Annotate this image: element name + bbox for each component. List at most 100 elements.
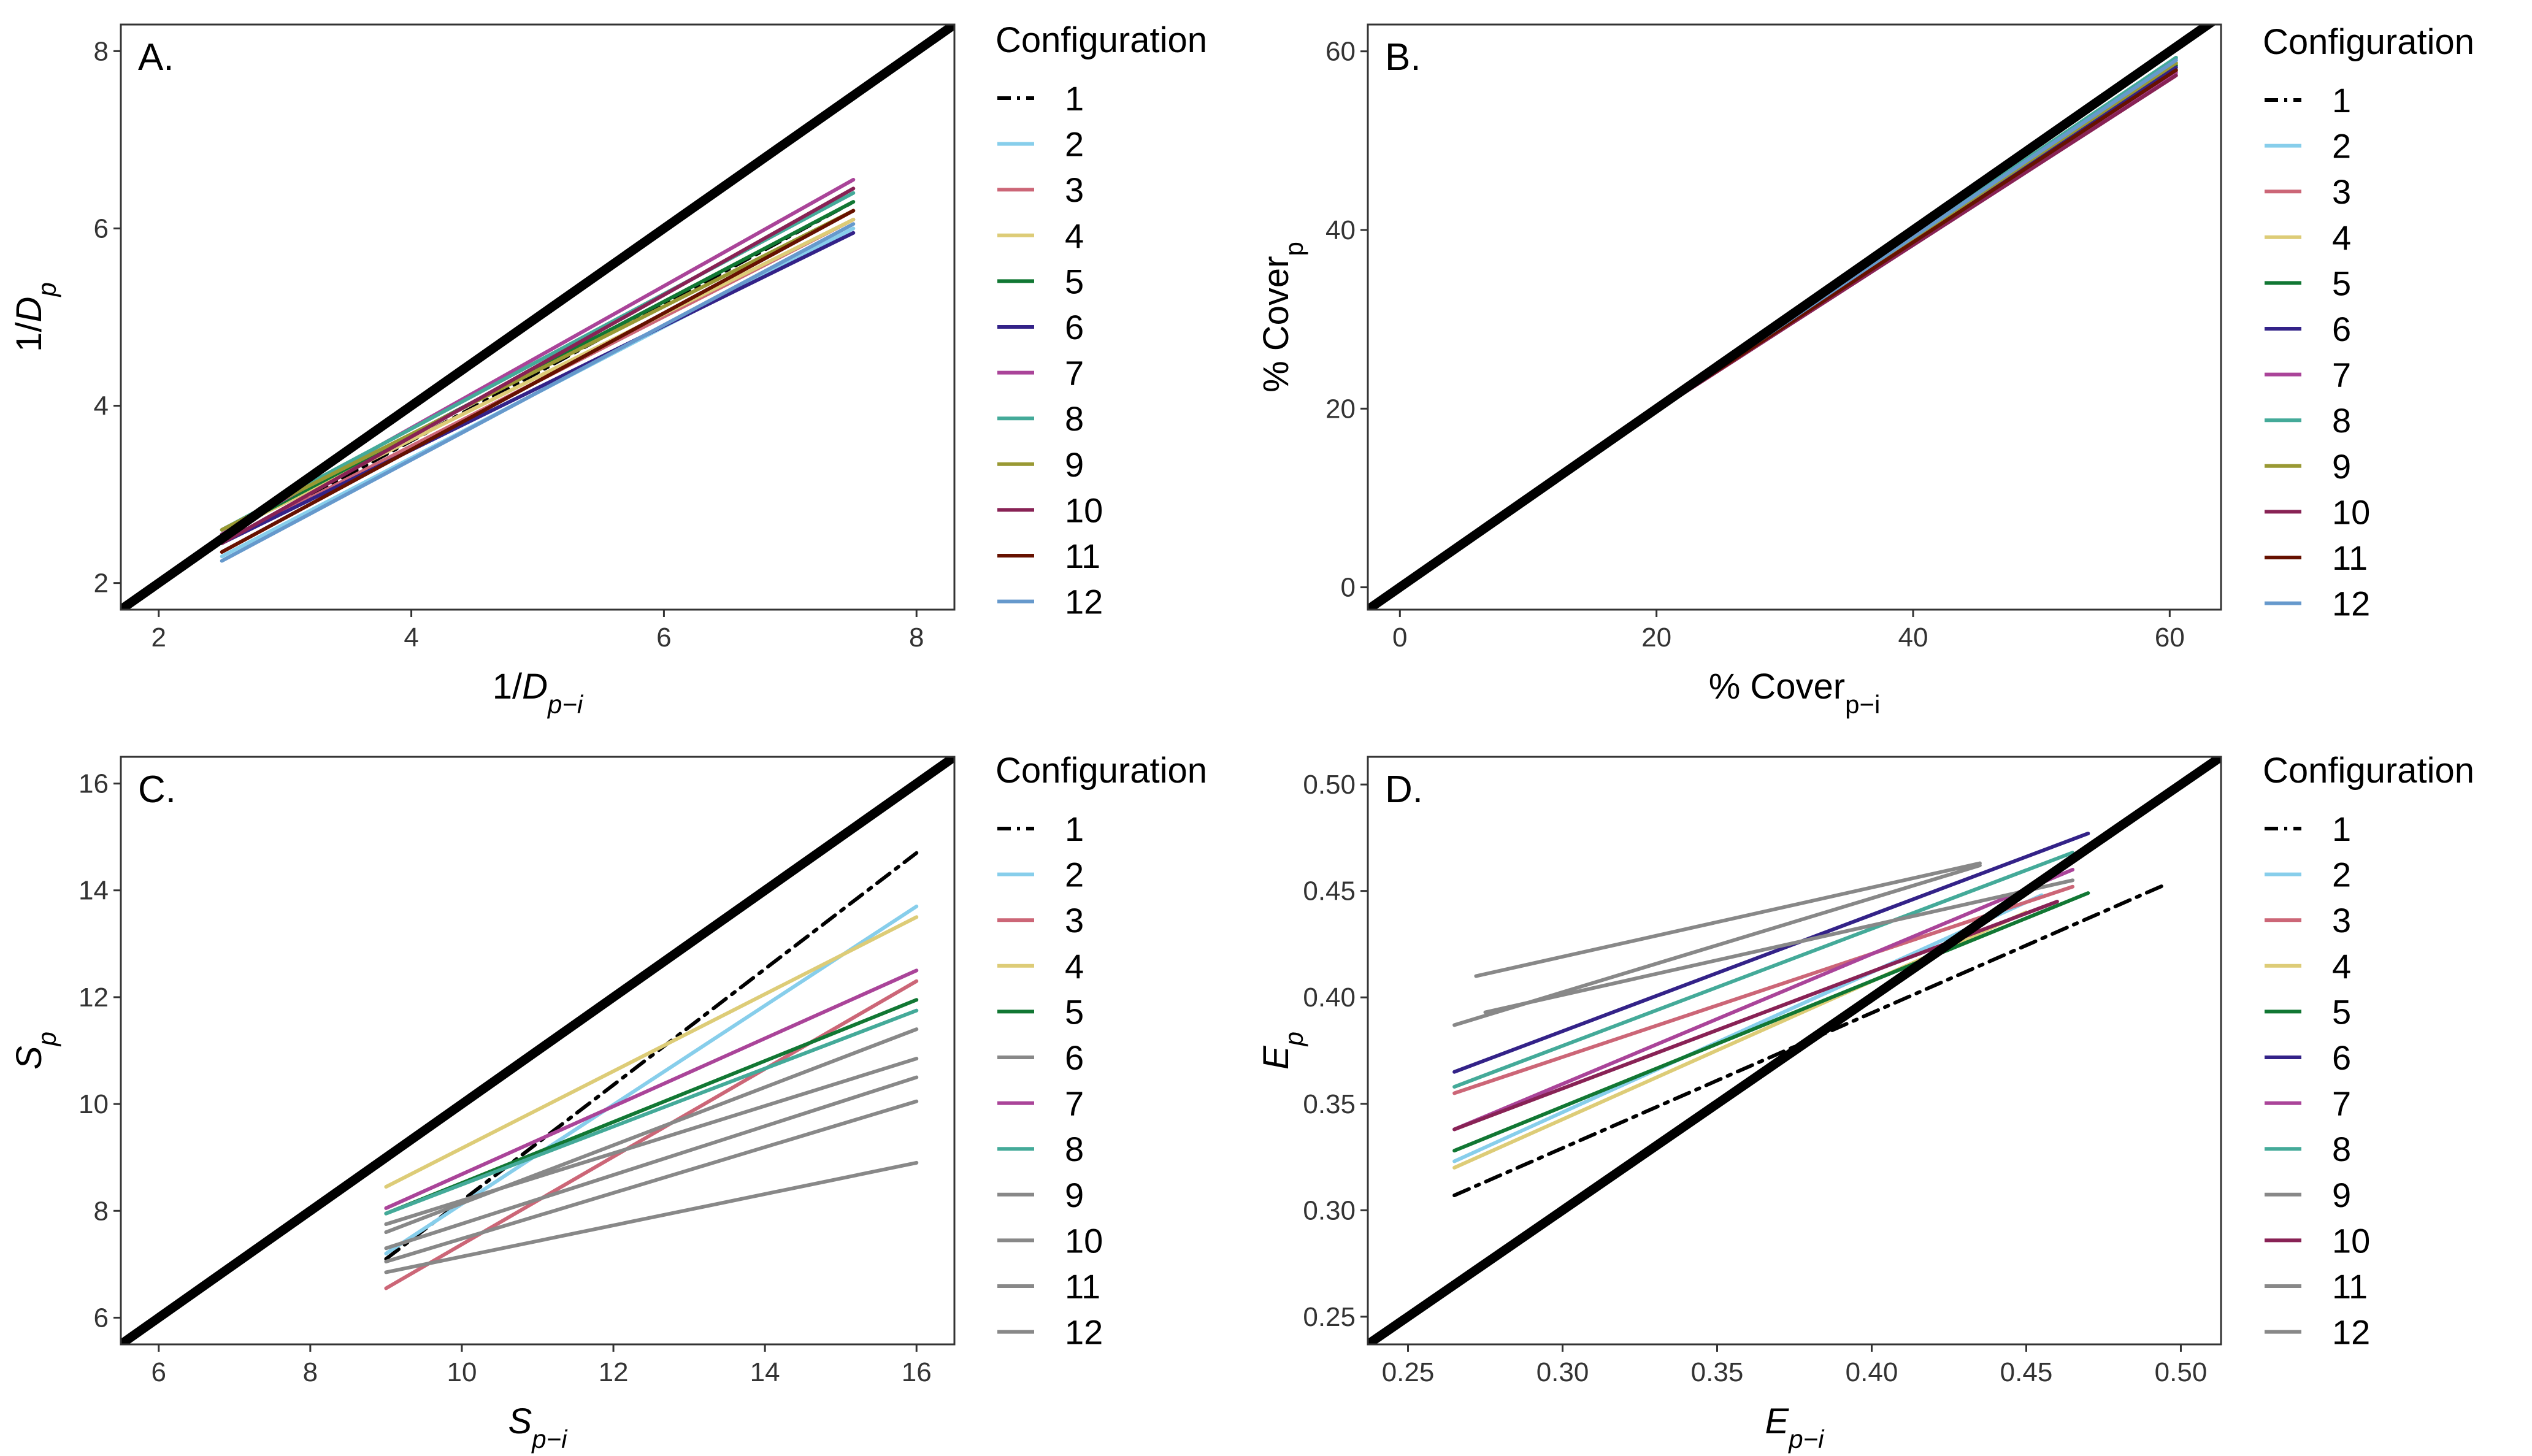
x-tick-label: 0.50	[2155, 1357, 2208, 1387]
y-tick-label: 14	[79, 876, 109, 906]
series-line-5	[220, 200, 856, 537]
x-tick-label: 2	[152, 623, 166, 653]
legend-label-3: 3	[1065, 171, 1084, 209]
legend-label-8: 8	[1065, 399, 1084, 438]
legend-label-2: 2	[2332, 127, 2351, 166]
panel-label: C.	[138, 768, 176, 811]
y-tick-label: 60	[1325, 37, 1356, 67]
x-axis-title: % Coverp−i	[1709, 667, 1881, 719]
legend-label-5: 5	[1065, 262, 1084, 301]
y-axis-title: 1/Dp	[9, 282, 61, 352]
x-axis-title: Ep−i	[1765, 1401, 1825, 1454]
x-axis-title: 1/Dp−i	[493, 667, 584, 719]
legend-label-11: 11	[2332, 1267, 2368, 1306]
panel-border	[1367, 23, 2222, 611]
reference-1to1-line	[121, 25, 954, 610]
x-tick-label: 0	[1392, 623, 1407, 653]
legend-label-7: 7	[2332, 1084, 2351, 1123]
y-tick-label: 0.40	[1303, 983, 1356, 1013]
legend-label-10: 10	[1065, 491, 1103, 529]
y-tick-label: 6	[94, 213, 109, 243]
y-tick-label: 16	[79, 769, 109, 799]
y-axis-title: Sp	[9, 1032, 61, 1070]
x-tick-label: 10	[447, 1357, 477, 1387]
x-tick-label: 0.45	[2000, 1357, 2053, 1387]
y-tick-label: 2	[94, 569, 109, 599]
legend-label-12: 12	[2332, 584, 2370, 623]
legend-label-2: 2	[1065, 125, 1084, 164]
plot-lines	[1368, 25, 2217, 610]
legend-label-7: 7	[1065, 354, 1084, 393]
y-tick-label: 40	[1325, 215, 1356, 245]
legend-label-1: 1	[2332, 810, 2351, 848]
series-line-12	[220, 222, 856, 563]
y-tick-label: 0	[1341, 573, 1356, 603]
series-line-11	[384, 1075, 919, 1251]
reference-1to1-line	[121, 757, 954, 1344]
y-tick-label: 0.25	[1303, 1302, 1356, 1332]
series-line-12	[1483, 878, 2075, 1014]
x-tick-label: 6	[656, 623, 671, 653]
legend-label-5: 5	[2332, 992, 2351, 1031]
legend-label-11: 11	[1065, 537, 1100, 575]
panel-border	[120, 23, 956, 611]
legend-label-10: 10	[2332, 492, 2370, 531]
y-tick-label: 0.45	[1303, 876, 1356, 906]
x-tick-label: 0.35	[1691, 1357, 1744, 1387]
x-tick-label: 60	[2155, 623, 2185, 653]
x-tick-label: 14	[750, 1357, 780, 1387]
y-axis-title: % Coverp	[1256, 242, 1308, 393]
legend-label-3: 3	[1065, 901, 1084, 940]
legend-label-7: 7	[2332, 356, 2351, 394]
panel-B: 0 20 40 60 0 20 40 60 % Coverp−i % Coverp B. Config…	[1256, 22, 2474, 719]
y-tick-label: 12	[79, 983, 109, 1013]
legend-label-4: 4	[1065, 216, 1084, 255]
series-line-10	[384, 1057, 919, 1227]
legend-label-3: 3	[2332, 901, 2351, 940]
series-line-6	[1452, 831, 2090, 1074]
series-line-4	[220, 218, 856, 537]
y-tick-label: 8	[94, 1196, 109, 1226]
series-line-6	[220, 231, 856, 545]
legend-label-6: 6	[2332, 310, 2351, 348]
x-tick-label: 20	[1641, 623, 1671, 653]
legend-label-4: 4	[2332, 947, 2351, 986]
legend-label-12: 12	[1065, 1313, 1103, 1352]
x-tick-label: 16	[902, 1357, 932, 1387]
series-line-9	[1474, 861, 1982, 978]
x-axis-title: Sp−i	[508, 1401, 569, 1454]
legend-label-9: 9	[2332, 447, 2351, 486]
series-line-2	[1452, 893, 2044, 1163]
plot-lines	[121, 25, 954, 610]
x-tick-label: 8	[303, 1357, 318, 1387]
legend-label-1: 1	[1065, 79, 1084, 118]
legend-label-5: 5	[1065, 992, 1084, 1031]
legend-label-2: 2	[2332, 856, 2351, 894]
plot-lines	[121, 757, 954, 1344]
legend-title: Configuration	[2263, 751, 2474, 791]
y-tick-label: 0.30	[1303, 1195, 1356, 1225]
panel-label: B.	[1385, 36, 1421, 79]
legend-label-1: 1	[1065, 810, 1084, 848]
legend-label-10: 10	[1065, 1221, 1103, 1260]
panel-label: A.	[138, 36, 174, 79]
legend-label-6: 6	[1065, 1038, 1084, 1077]
x-tick-label: 40	[1898, 623, 1928, 653]
series-line-11	[220, 209, 856, 554]
legend-label-9: 9	[2332, 1176, 2351, 1214]
series-line-5	[1452, 891, 2090, 1153]
panel-D: 0.25 0.30 0.35 0.40 0.45 0.50 0.25 0.30 0.35 0.40…	[1256, 751, 2474, 1454]
legend-label-7: 7	[1065, 1084, 1084, 1123]
legend-label-6: 6	[1065, 308, 1084, 347]
legend-title: Configuration	[996, 20, 1207, 60]
legend-label-6: 6	[2332, 1038, 2351, 1077]
plot-lines	[1368, 757, 2221, 1344]
y-tick-label: 0.50	[1303, 770, 1356, 800]
series-line-6	[384, 1160, 919, 1274]
legend-label-8: 8	[1065, 1130, 1084, 1168]
y-tick-label: 6	[94, 1303, 109, 1333]
x-tick-label: 12	[599, 1357, 629, 1387]
